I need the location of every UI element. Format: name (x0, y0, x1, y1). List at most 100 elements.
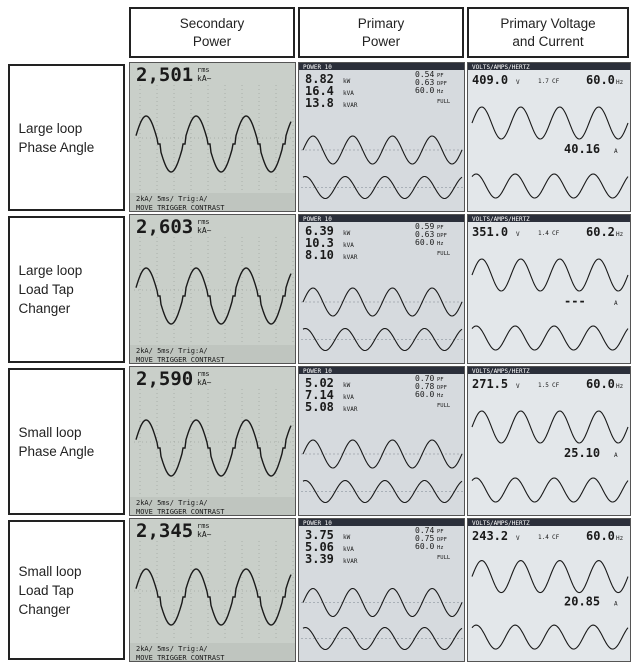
row-label-line: Phase Angle (18, 139, 95, 155)
current-waveform (302, 327, 463, 352)
unit-label: kVA (343, 90, 354, 97)
scope-footer: 2kA/ 5ms/ Trig:A/ (136, 347, 208, 355)
dpf-reading: 0.63 (415, 230, 434, 239)
kvar-reading: 8.10 (305, 248, 334, 262)
kw-reading: 3.75 (305, 528, 334, 542)
screen-header: VOLTS/AMPS/HERTZ (472, 216, 530, 223)
scope-footer: 2kA/ 5ms/ Trig:A/ (136, 499, 208, 507)
primary-power-screen: POWER 10 8.82 kW 16.4 kVA 13.8 kVAR 0.54 PF 0.63 D… (298, 62, 465, 212)
scale-label: FULL (437, 555, 451, 561)
unit-label: PF (437, 225, 444, 231)
unit-label: kW (343, 78, 351, 85)
hz-reading: 60.0 (415, 390, 434, 399)
hz-reading: 60.0 (415, 86, 434, 95)
unit-label: rms (197, 522, 210, 530)
pf-reading: 0.59 (415, 222, 434, 231)
unit-label: Hz (437, 393, 444, 399)
unit-label: A (614, 600, 618, 607)
current-reading: 25.10 (564, 446, 600, 460)
screen-header: POWER 10 (303, 368, 332, 375)
current-waveform (302, 175, 463, 200)
hz-reading: 60.0 (415, 238, 434, 247)
screen-header-bar (299, 519, 464, 526)
unit-label: A (614, 148, 618, 155)
current-waveform (471, 477, 629, 503)
row-label-line: Load Tap (18, 582, 74, 598)
unit-label: DPF (437, 233, 447, 239)
scope-display: POWER 105.02 kW 7.14 kVA 5.08 kVAR 0.70 PF0.78 D… (299, 367, 464, 504)
unit-label: kVAR (343, 102, 358, 109)
kvar-reading: 5.08 (305, 400, 334, 414)
secondary-power-screen: 2,501 rms kA~ 2kA/ 5ms/ Trig:A/MOVE TRIGGER… (129, 62, 296, 212)
unit-label: kA~ (197, 226, 212, 235)
scope-display: VOLTS/AMPS/HERTZ 409.0 V 1.7 CF 60.0 Hz 40.16 A (468, 63, 630, 199)
unit-label: kVA (343, 394, 354, 401)
screen-header-bar (468, 367, 630, 374)
pf-reading: 0.70 (415, 374, 434, 383)
unit-label: kVAR (343, 254, 358, 261)
primary-power-screen: POWER 10 5.02 kW 7.14 kVA 5.08 kVAR 0.70 PF 0.78 D… (298, 366, 465, 516)
current-reading: --- (564, 294, 586, 308)
kw-reading: 6.39 (305, 224, 334, 238)
unit-label: kVAR (343, 406, 358, 413)
rms-current-reading: 2,590 (136, 368, 193, 390)
unit-label: CF (552, 534, 560, 541)
unit-label: Hz (437, 89, 444, 95)
voltage-reading: 243.2 (472, 529, 508, 543)
unit-label: Hz (437, 241, 444, 247)
unit-label: kW (343, 382, 351, 389)
row-label-line: Changer (18, 301, 71, 316)
header-line: Power (192, 33, 232, 49)
voltage-waveform (302, 587, 463, 618)
primary-power-screen: POWER 10 3.75 kW 5.06 kVA 3.39 kVAR 0.74 PF 0.75 D… (298, 518, 465, 662)
current-waveform (302, 626, 463, 651)
unit-label: V (516, 231, 520, 238)
screen-header: POWER 10 (303, 520, 332, 527)
row-label-large-loop-load-tap-changer: Large loop Load Tap Changer (8, 216, 125, 363)
current-waveform (471, 624, 629, 650)
column-header-primary-voltage-current: Primary Voltage and Current (467, 7, 629, 58)
unit-label: kVAR (343, 558, 358, 565)
scope-footer: 2kA/ 5ms/ Trig:A/ (136, 195, 208, 203)
unit-label: kA~ (197, 74, 212, 83)
screen-header: POWER 10 (303, 64, 332, 71)
row-label-line: Large loop (18, 263, 83, 278)
unit-label: kW (343, 534, 351, 541)
kvar-reading: 13.8 (305, 96, 334, 110)
unit-label: CF (552, 78, 560, 85)
primary-power-screen: POWER 10 6.39 kW 10.3 kVA 8.10 kVAR 0.59 PF 0.63 D… (298, 214, 465, 364)
row-label-large-loop-phase-angle: Large loop Phase Angle (8, 64, 125, 211)
screen-header-bar (468, 519, 630, 526)
frequency-reading: 60.2 (586, 225, 615, 239)
screen-header-bar (468, 63, 630, 70)
frequency-reading: 60.0 (586, 529, 615, 543)
row-label-small-loop-load-tap-changer: Small loop Load Tap Changer (8, 520, 125, 660)
current-reading: 20.85 (564, 594, 600, 608)
kva-reading: 5.06 (305, 540, 334, 554)
current-waveform (471, 325, 629, 351)
voltage-waveform (302, 439, 463, 469)
row-label-line: Load Tap (18, 282, 74, 297)
screen-header: VOLTS/AMPS/HERTZ (472, 520, 530, 527)
header-line: Primary (357, 15, 405, 31)
unit-label: DPF (437, 537, 447, 543)
scope-menu: MOVE TRIGGER CONTRAST (136, 654, 225, 662)
crest-factor: 1.7 (538, 78, 549, 85)
kw-reading: 5.02 (305, 376, 334, 390)
secondary-power-screen: 2,603 rms kA~ 2kA/ 5ms/ Trig:A/MOVE TRIGGER… (129, 214, 296, 364)
unit-label: V (516, 535, 520, 542)
unit-label: rms (197, 66, 210, 74)
unit-label: A (614, 300, 618, 307)
unit-label: CF (552, 382, 560, 389)
primary-voltage-current-screen: VOLTS/AMPS/HERTZ 351.0 V 1.4 CF 60.2 Hz --- A (467, 214, 631, 364)
screen-header: VOLTS/AMPS/HERTZ (472, 368, 530, 375)
pf-reading: 0.54 (415, 70, 434, 79)
row-label-line: Large loop (18, 120, 83, 136)
unit-label: rms (197, 370, 210, 378)
header-line: Power (361, 33, 401, 49)
scope-display: VOLTS/AMPS/HERTZ 271.5 V 1.5 CF 60.0 Hz 25.10 A (468, 367, 630, 503)
frequency-reading: 60.0 (586, 377, 615, 391)
row-label-line: Small loop (18, 424, 82, 440)
